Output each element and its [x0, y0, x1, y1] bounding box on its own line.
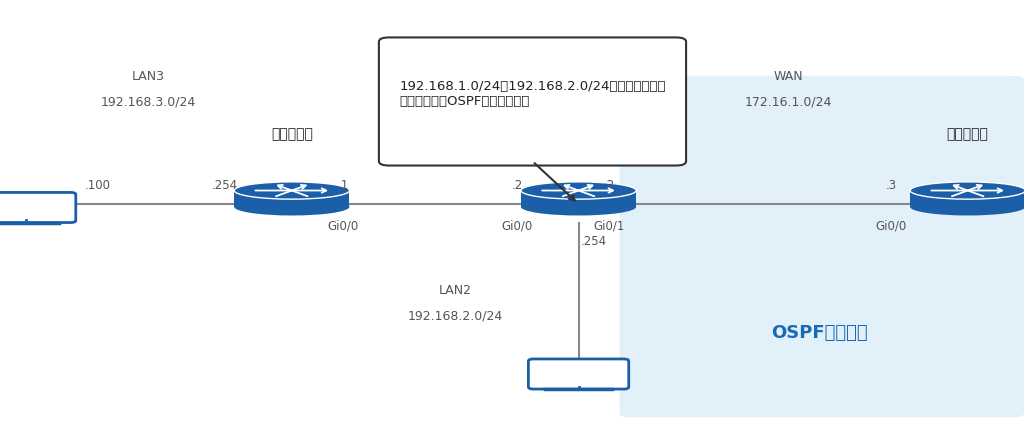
- Text: LAN1: LAN1: [409, 70, 441, 83]
- FancyBboxPatch shape: [528, 359, 629, 389]
- FancyBboxPatch shape: [379, 38, 686, 166]
- Text: .2: .2: [512, 179, 522, 192]
- FancyBboxPatch shape: [0, 193, 76, 223]
- Bar: [234, 191, 349, 207]
- Text: .2: .2: [604, 179, 614, 192]
- Text: OSPFエリア０: OSPFエリア０: [771, 323, 867, 341]
- Text: WAN: WAN: [774, 70, 803, 83]
- Text: .254: .254: [212, 179, 239, 192]
- Text: Gi0/1: Gi0/1: [594, 219, 625, 232]
- Ellipse shape: [234, 182, 349, 200]
- Text: .254: .254: [581, 234, 607, 247]
- Text: LAN2: LAN2: [439, 283, 472, 296]
- Text: 192.168.1.0/24と192.168.2.0/24の経路情報を、
ルーター３へOSPFで再配布する: 192.168.1.0/24と192.168.2.0/24の経路情報を、 ルータ…: [399, 80, 666, 108]
- Text: .100: .100: [84, 179, 111, 192]
- FancyBboxPatch shape: [620, 77, 1024, 417]
- Text: ルーター１: ルーター１: [271, 127, 312, 141]
- Text: Gi0/0: Gi0/0: [328, 219, 358, 232]
- Text: Gi0/0: Gi0/0: [502, 219, 532, 232]
- Text: 192.168.3.0/24: 192.168.3.0/24: [100, 96, 197, 109]
- Text: ルーター３: ルーター３: [947, 127, 988, 141]
- Bar: [521, 191, 636, 207]
- Ellipse shape: [910, 199, 1024, 216]
- Ellipse shape: [910, 182, 1024, 200]
- Ellipse shape: [521, 199, 636, 216]
- Text: Gi0/0: Gi0/0: [876, 219, 906, 232]
- Ellipse shape: [234, 199, 349, 216]
- Text: 192.168.1.0/24: 192.168.1.0/24: [377, 96, 473, 109]
- Text: 192.168.2.0/24: 192.168.2.0/24: [408, 309, 504, 322]
- Bar: [910, 191, 1024, 207]
- Text: LAN3: LAN3: [132, 70, 165, 83]
- Text: .1: .1: [338, 179, 348, 192]
- Ellipse shape: [521, 182, 636, 200]
- Text: 172.16.1.0/24: 172.16.1.0/24: [744, 96, 833, 109]
- Text: ルーター２: ルーター２: [558, 127, 599, 141]
- Text: .3: .3: [886, 179, 896, 192]
